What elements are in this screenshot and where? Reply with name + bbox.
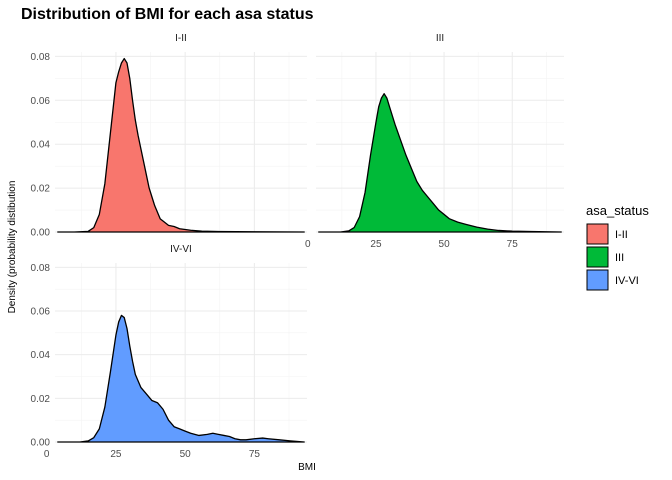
x-tick-label: 25 [370,239,382,250]
y-axis-title: Density (probability distibution [7,181,18,314]
legend-swatch [586,269,609,291]
x-tick-label: 0 [44,449,50,460]
legend-swatch [586,223,609,245]
legend-item-iv-vi: IV-VI [586,269,639,291]
legend-label: I-II [615,229,628,241]
x-tick-label: 25 [110,449,122,460]
density-area-i-ii [57,57,305,233]
chart-title: Distribution of BMI for each asa status [21,6,314,23]
x-tick-label: 75 [507,239,519,250]
y-tick-label: 0.02 [31,394,51,405]
density-area-iv-vi [57,314,305,443]
x-tick-label: 50 [439,239,451,250]
x-tick-label: 0 [305,239,311,250]
facet-strip-label: IV-VI [170,244,192,255]
legend-swatch [586,246,609,268]
y-tick-label: 0.04 [31,140,51,151]
legend-label: IV-VI [615,275,639,287]
y-tick-label: 0.00 [31,438,51,449]
legend-item-i-ii: I-II [586,223,628,245]
facet-panel-iv-vi: IV-VI 0 25 50 75 0.00 0.02 0.04 0.06 0.08 [31,244,307,460]
y-tick-label: 0.00 [31,228,51,239]
density-area-iii [318,93,562,233]
x-tick-label: 50 [180,449,192,460]
y-tick-label: 0.06 [31,96,51,107]
facet-panels: I-II 0.00 0.02 0.04 0.06 0.08 III 0 25 50 75 IV-VI 0… [31,33,564,460]
facet-strip-label: III [436,33,444,44]
legend-title: asa_status [586,203,649,218]
facet-strip-label: I-II [175,33,187,44]
x-tick-label: 75 [249,449,261,460]
facet-panel-iii: III 0 25 50 75 [305,33,564,250]
legend: asa_status I-II III IV-VI [586,203,649,291]
legend-label: III [615,252,624,264]
y-tick-label: 0.06 [31,307,51,318]
y-tick-label: 0.08 [31,52,51,63]
y-tick-label: 0.08 [31,263,51,274]
legend-item-iii: III [586,246,624,268]
y-tick-label: 0.04 [31,350,51,361]
x-axis-title: BMI [298,462,316,473]
y-tick-label: 0.02 [31,184,51,195]
facet-panel-i-ii: I-II 0.00 0.02 0.04 0.06 0.08 [31,33,307,239]
